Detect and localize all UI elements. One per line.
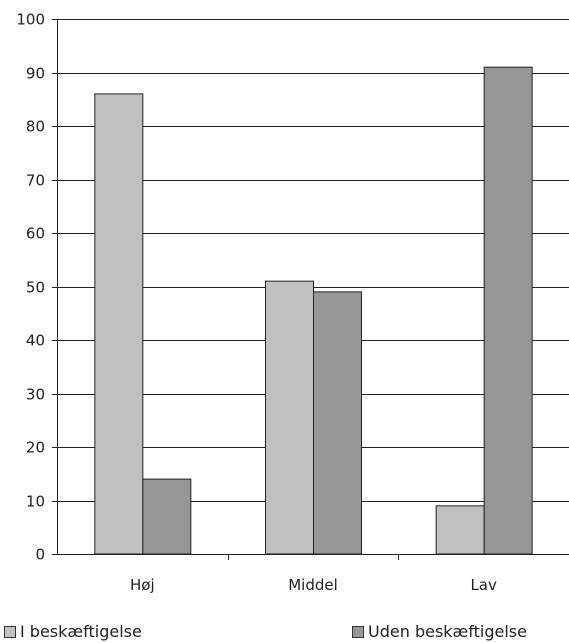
x-category-label: Høj <box>130 576 155 594</box>
bars <box>94 66 533 555</box>
legend-swatch-dark <box>352 625 364 638</box>
legend-label: I beskæftigelse <box>20 622 142 641</box>
legend-item-i-beskaeftigelse: I beskæftigelse <box>4 622 142 641</box>
y-axis-ticks: 0 10 20 30 40 50 60 70 80 90 100 <box>16 11 57 564</box>
bar-høj-i-beskaeftigelse <box>94 93 144 555</box>
bar-middel-i-beskaeftigelse <box>265 280 314 555</box>
bar-middel-uden-beskaeftigelse <box>313 291 362 555</box>
y-tick-label: 40 <box>26 332 45 350</box>
y-tick-label: 100 <box>16 11 45 29</box>
y-tick-label: 90 <box>26 65 45 83</box>
x-category-label: Lav <box>470 576 497 594</box>
legend-label: Uden beskæftigelse <box>368 622 527 641</box>
x-axis-ticks: Høj Middel Lav <box>130 554 497 594</box>
legend: I beskæftigelse Uden beskæftigelse <box>0 622 569 642</box>
y-tick-label: 60 <box>26 225 45 243</box>
y-tick-label: 0 <box>35 546 45 564</box>
y-tick-label: 80 <box>26 118 45 136</box>
y-tick-label: 70 <box>26 172 45 190</box>
legend-item-uden-beskaeftigelse: Uden beskæftigelse <box>352 622 527 641</box>
x-category-label: Middel <box>288 576 338 594</box>
y-tick-label: 20 <box>26 439 45 457</box>
y-tick-label: 10 <box>26 493 45 511</box>
y-tick-label: 30 <box>26 386 45 404</box>
bar-høj-uden-beskaeftigelse <box>142 478 192 555</box>
bar-chart: 0 10 20 30 40 50 60 70 80 90 100 Høj Middel Lav <box>16 11 569 594</box>
bar-lav-i-beskaeftigelse <box>435 505 485 555</box>
bar-lav-uden-beskaeftigelse <box>483 66 533 555</box>
legend-swatch-light <box>4 625 16 638</box>
y-tick-label: 50 <box>26 279 45 297</box>
